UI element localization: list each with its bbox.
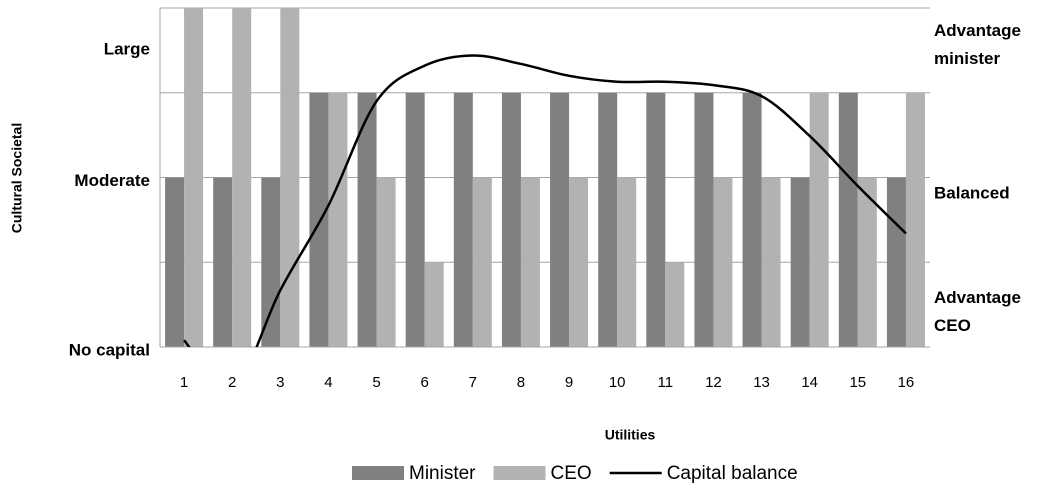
bar xyxy=(472,177,492,347)
bar xyxy=(376,177,396,347)
bar xyxy=(838,92,858,347)
x-tick-label: 5 xyxy=(372,374,380,391)
x-tick-label: 3 xyxy=(276,374,284,391)
bar xyxy=(886,177,906,347)
x-tick-label: 1 xyxy=(180,374,188,391)
y-tick-label: No capital xyxy=(69,340,150,359)
bar xyxy=(550,92,570,347)
bar xyxy=(569,177,589,347)
bar xyxy=(357,92,377,347)
y2-tick-label: Balanced xyxy=(934,184,1010,203)
y2-tick-label: Advantage CEO xyxy=(934,289,1021,336)
x-tick-label: 13 xyxy=(753,374,770,391)
bar xyxy=(309,92,329,347)
bar xyxy=(501,92,521,347)
y-tick-label: Moderate xyxy=(74,171,150,190)
bar xyxy=(857,177,877,347)
x-tick-label: 16 xyxy=(898,374,915,391)
legend-swatch xyxy=(352,466,404,480)
bar xyxy=(405,92,425,347)
bar xyxy=(761,177,781,347)
x-tick-label: 2 xyxy=(228,374,236,391)
bar xyxy=(598,92,618,347)
bar xyxy=(424,262,444,347)
legend-label: Minister xyxy=(409,463,476,484)
bar xyxy=(617,177,637,347)
bar xyxy=(280,8,300,347)
y2-tick-label: Advantage minister xyxy=(934,22,1021,69)
bar xyxy=(665,262,685,347)
x-tick-label: 9 xyxy=(565,374,573,391)
bar xyxy=(328,92,348,347)
bar xyxy=(694,92,714,347)
x-axis-label: Utilities xyxy=(605,427,656,443)
bar xyxy=(261,177,281,347)
bar xyxy=(520,177,540,347)
bar xyxy=(232,8,252,347)
bar xyxy=(165,177,185,347)
y-tick-label: Large xyxy=(104,40,150,59)
bar xyxy=(213,177,233,347)
x-tick-label: 12 xyxy=(705,374,722,391)
line xyxy=(183,54,907,347)
bar xyxy=(184,8,204,347)
bar xyxy=(713,177,733,347)
x-tick-label: 10 xyxy=(609,374,626,391)
bar xyxy=(742,92,762,347)
x-tick-label: 4 xyxy=(324,374,332,391)
x-tick-label: 8 xyxy=(517,374,525,391)
legend-label: CEO xyxy=(551,463,592,484)
y-axis-label: Cultural Societal xyxy=(9,123,25,233)
x-tick-label: 7 xyxy=(469,374,477,391)
bar xyxy=(646,92,666,347)
legend-label: Capital balance xyxy=(667,463,798,484)
bar xyxy=(809,92,829,347)
x-tick-label: 15 xyxy=(849,374,866,391)
x-tick-label: 6 xyxy=(421,374,429,391)
bar xyxy=(905,92,925,347)
legend-swatch xyxy=(493,466,546,480)
x-tick-label: 11 xyxy=(658,374,674,391)
bar xyxy=(453,92,473,347)
x-tick-label: 14 xyxy=(801,374,818,391)
bar xyxy=(790,177,810,347)
